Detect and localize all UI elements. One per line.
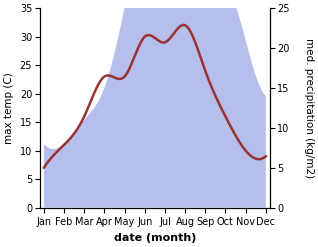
X-axis label: date (month): date (month)	[114, 233, 196, 243]
Y-axis label: max temp (C): max temp (C)	[4, 72, 14, 144]
Y-axis label: med. precipitation (kg/m2): med. precipitation (kg/m2)	[304, 38, 314, 178]
